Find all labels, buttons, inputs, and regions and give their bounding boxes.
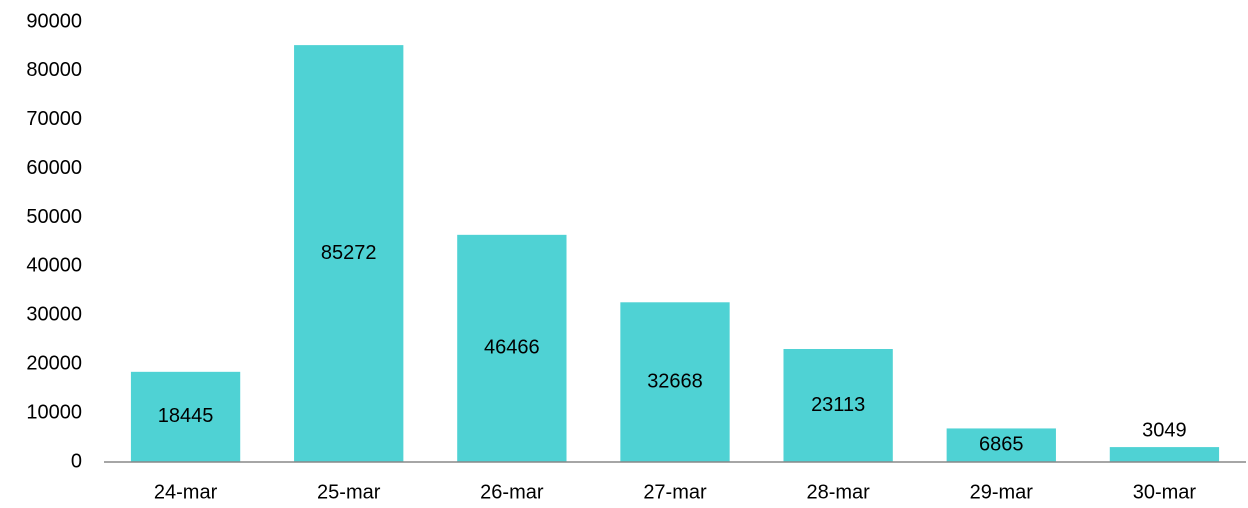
x-tick-label: 27-mar [643, 481, 707, 503]
x-tick-label: 26-mar [480, 481, 544, 503]
x-tick-label: 25-mar [317, 481, 381, 503]
bar [1109, 447, 1220, 462]
y-tick-label: 40000 [26, 255, 82, 277]
y-tick-label: 50000 [26, 206, 82, 228]
data-label: 18445 [158, 405, 214, 427]
data-label: 3049 [1142, 419, 1187, 441]
bar [620, 302, 730, 462]
x-tick-label: 29-mar [970, 481, 1034, 503]
y-tick-label: 10000 [26, 401, 82, 423]
y-tick-label: 80000 [26, 59, 82, 81]
x-tick-label: 28-mar [806, 481, 870, 503]
y-tick-label: 70000 [26, 108, 82, 130]
data-label: 32668 [647, 370, 703, 392]
bar [294, 45, 404, 463]
y-tick-label: 90000 [26, 10, 82, 32]
y-tick-label: 30000 [26, 304, 82, 326]
y-tick-label: 0 [71, 450, 82, 472]
y-tick-label: 60000 [26, 157, 82, 179]
x-tick-label: 30-mar [1133, 481, 1197, 503]
data-label: 85272 [321, 242, 377, 264]
bar [783, 349, 893, 462]
bar [457, 234, 567, 462]
bar [946, 428, 1056, 462]
bar [130, 371, 241, 462]
data-label: 6865 [979, 434, 1024, 456]
data-label: 23113 [811, 394, 865, 416]
x-tick-label: 24-mar [154, 481, 218, 503]
y-tick-label: 20000 [26, 353, 82, 375]
data-label: 46466 [484, 337, 540, 359]
